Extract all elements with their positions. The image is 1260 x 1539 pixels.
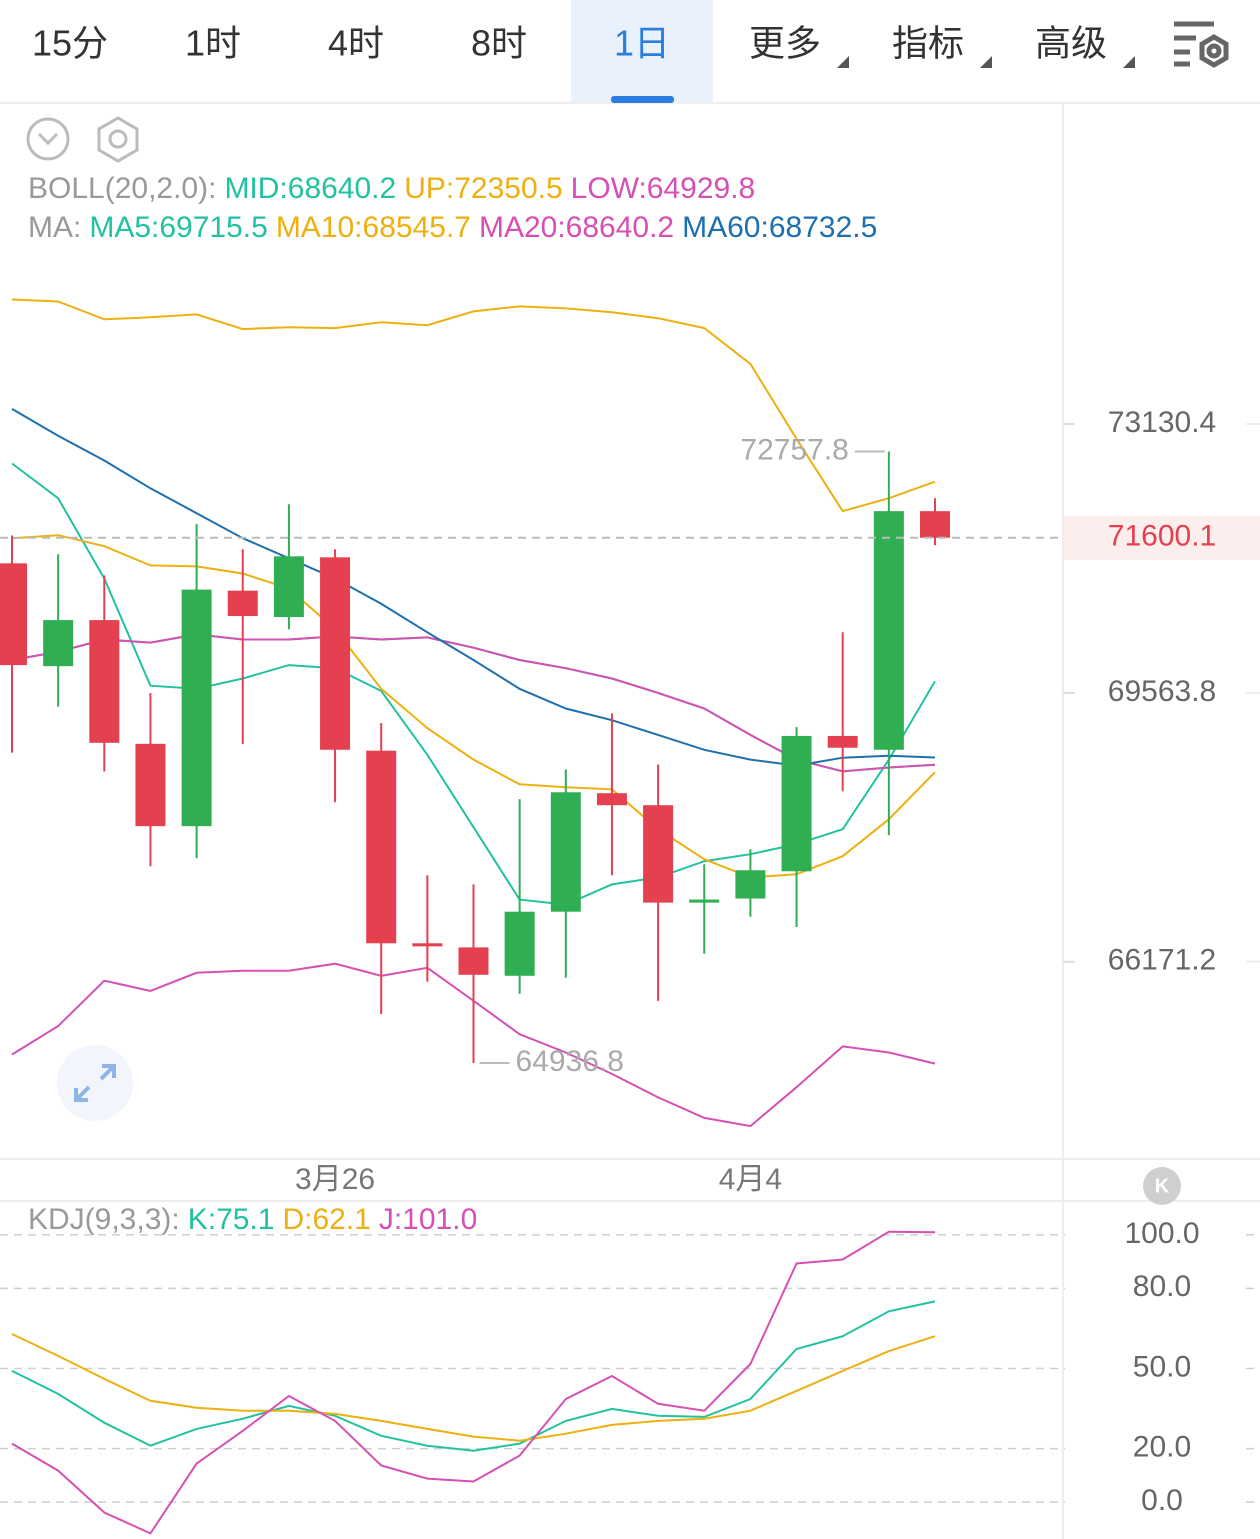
legend-entry: J:101.0	[379, 1203, 477, 1236]
ma-line	[11, 534, 936, 879]
settings-icon[interactable]	[1174, 21, 1229, 68]
y-tick-label: 69563.8	[1108, 675, 1216, 708]
candle-body	[227, 590, 258, 617]
legend-entry: LOW:64929.8	[571, 172, 756, 205]
y-tick-label: 20.0	[1133, 1431, 1191, 1464]
candle-body	[89, 620, 120, 743]
tab[interactable]: 8时	[471, 23, 527, 64]
candle-body	[504, 911, 535, 976]
y-tick-label: 0.0	[1141, 1484, 1183, 1517]
legend-entry: MA60:68732.5	[682, 211, 877, 244]
y-tick-label-bg	[1065, 1430, 1245, 1467]
dropdown-caret	[1123, 56, 1135, 68]
candle-body	[827, 735, 858, 748]
candle-body	[781, 735, 812, 872]
legend-entry: K:75.1	[188, 1203, 275, 1236]
legend-entry: MA5:69715.5	[89, 211, 267, 244]
legend-entry: MA20:68640.2	[479, 211, 674, 244]
legend-entry: MA:	[28, 211, 81, 244]
badge-text: K	[1155, 1175, 1170, 1197]
candle-body	[43, 620, 74, 667]
legend-entry: MA10:68545.7	[276, 211, 471, 244]
y-tick-label-bg	[1065, 1350, 1245, 1387]
legend-entry: MID:68640.2	[224, 172, 396, 205]
dropdown-caret	[837, 56, 849, 68]
candle-body	[643, 805, 674, 903]
badge-bg	[1143, 1167, 1181, 1205]
icon-stroke	[1199, 34, 1229, 68]
candle-body	[596, 793, 627, 806]
icon-stroke	[99, 1064, 116, 1081]
icon-stroke	[1206, 43, 1222, 59]
button-bg	[57, 1045, 133, 1121]
legend-entry: BOLL(20,2.0):	[28, 172, 216, 205]
icon-stroke	[97, 116, 139, 163]
boll-line	[11, 298, 936, 513]
candle-body	[412, 943, 443, 947]
badge[interactable]: K	[1143, 1167, 1181, 1205]
legend: BOLL(20,2.0): MID:68640.2 UP:72350.5 LOW:64…	[28, 172, 755, 205]
candle-body	[135, 743, 166, 827]
high-label: 72757.8	[740, 433, 848, 466]
candle-body	[550, 792, 581, 912]
y-tick-label-bg	[1065, 1484, 1245, 1521]
legend-entry: KDJ(9,3,3):	[28, 1203, 180, 1236]
y-tick-label: 80.0	[1133, 1270, 1191, 1303]
x-tick-label: 4月4	[719, 1163, 782, 1196]
y-tick-label: 66171.2	[1108, 944, 1216, 977]
icon-stroke	[37, 132, 59, 146]
y-tick-label-bg	[1065, 1270, 1245, 1307]
candle-body	[689, 899, 720, 903]
x-tick-label: 3月26	[295, 1163, 375, 1196]
candle-body	[366, 750, 397, 944]
candle-body	[181, 589, 212, 827]
indicator-settings-icon[interactable]	[97, 116, 139, 163]
candle-body	[273, 556, 304, 618]
legend-entry: UP:72350.5	[404, 172, 562, 205]
tab[interactable]: 高级	[1035, 23, 1107, 64]
y-tick-label: 50.0	[1133, 1350, 1191, 1383]
dropdown-caret	[980, 56, 992, 68]
y-tick-label-bg	[1065, 1216, 1245, 1253]
tab[interactable]: 4时	[328, 23, 384, 64]
last-price-tag	[1064, 515, 1260, 560]
candle-body	[458, 947, 489, 975]
candle-body	[0, 563, 27, 666]
kdj-line	[11, 1333, 936, 1442]
tab[interactable]: 1日	[614, 23, 670, 64]
icon-stroke	[108, 129, 128, 149]
kdj-line	[11, 1230, 936, 1535]
ma-line	[11, 462, 936, 906]
kdj-line	[11, 1300, 936, 1452]
y-tick-label: 73130.4	[1108, 406, 1216, 439]
icon-stroke	[74, 1085, 91, 1102]
candle-body	[920, 511, 950, 538]
legend-entry: D:62.1	[282, 1203, 370, 1236]
expand-button[interactable]	[57, 1045, 133, 1121]
candle-body	[873, 511, 904, 750]
icon-stroke	[26, 117, 70, 161]
tab[interactable]: 1时	[185, 23, 241, 64]
collapse-icon[interactable]	[26, 117, 70, 161]
tab[interactable]: 更多	[749, 23, 821, 64]
last-price-label: 71600.1	[1108, 520, 1216, 553]
expand-arrows	[74, 1064, 116, 1102]
tab[interactable]: 指标	[892, 23, 964, 64]
ma-line	[11, 408, 936, 767]
tab[interactable]: 15分	[32, 23, 108, 64]
ma-line	[11, 633, 936, 773]
legend: MA: MA5:69715.5 MA10:68545.7 MA20:68640.2 MA…	[28, 211, 877, 244]
y-tick-label: 100.0	[1124, 1217, 1199, 1250]
candle-body	[320, 557, 351, 750]
low-label: 64936.8	[516, 1045, 624, 1078]
tab-indicator	[611, 96, 674, 103]
legend: KDJ(9,3,3): K:75.1 D:62.1 J:101.0	[28, 1203, 477, 1236]
candle-body	[735, 870, 766, 899]
tab-selected-bg	[571, 0, 713, 102]
